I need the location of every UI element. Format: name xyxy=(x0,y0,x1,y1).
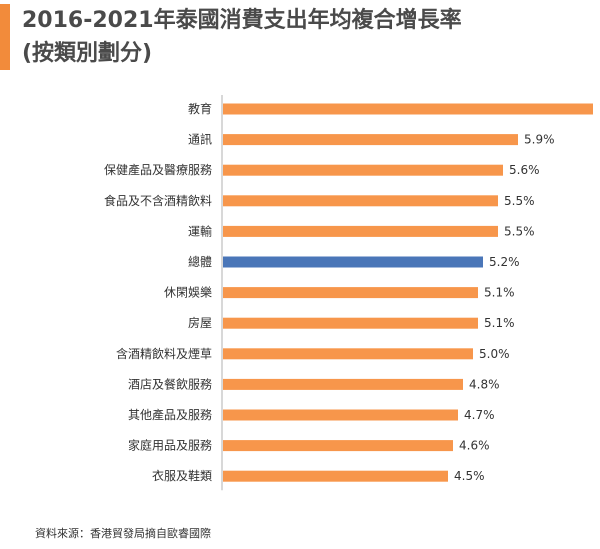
category-label: 教育 xyxy=(188,101,212,116)
bar xyxy=(223,409,458,421)
value-label: 5.0% xyxy=(479,347,510,361)
category-label: 食品及不含酒精飲料 xyxy=(104,193,212,208)
category-label: 家庭用品及服務 xyxy=(128,438,212,453)
bar-highlight xyxy=(223,256,483,268)
category-label: 衣服及鞋類 xyxy=(152,468,212,483)
chart-title: 2016-2021年泰國消費支出年均複合增長率 (按類別劃分) xyxy=(22,4,462,70)
value-label: 4.6% xyxy=(459,439,490,453)
category-label: 休閑娛樂 xyxy=(164,285,212,300)
category-label: 其他產品及服務 xyxy=(128,407,212,422)
bar xyxy=(223,103,593,115)
bar xyxy=(223,287,478,299)
value-label: 4.5% xyxy=(454,469,485,483)
bar xyxy=(223,470,448,482)
value-label: 5.2% xyxy=(489,255,520,269)
category-label: 含酒精飲料及煙草 xyxy=(116,346,212,361)
source-note: 資料來源：香港貿發局摘自歐睿國際 xyxy=(35,527,211,540)
chart-title-line2: (按類別劃分) xyxy=(22,41,153,66)
value-label: 4.7% xyxy=(464,408,495,422)
bar xyxy=(223,195,498,207)
chart-title-line1: 2016-2021年泰國消費支出年均複合增長率 xyxy=(22,8,462,33)
value-label: 5.6% xyxy=(509,163,540,177)
bar xyxy=(223,440,453,452)
value-label: 5.5% xyxy=(504,194,535,208)
bar xyxy=(223,348,473,360)
category-label: 酒店及餐飲服務 xyxy=(128,376,212,391)
value-label: 5.1% xyxy=(484,286,515,300)
bar xyxy=(223,164,503,176)
bar xyxy=(223,317,478,329)
value-label: 4.8% xyxy=(469,377,500,391)
category-label: 保健產品及醫療服務 xyxy=(104,162,212,177)
category-label: 房屋 xyxy=(188,315,212,330)
bar xyxy=(223,378,463,390)
value-label: 5.1% xyxy=(484,316,515,330)
bar xyxy=(223,134,518,146)
bar xyxy=(223,225,498,237)
value-label: 5.5% xyxy=(504,224,535,238)
bars-group: 教育7.4%通訊5.9%保健產品及醫療服務5.6%食品及不含酒精飲料5.5%運輸… xyxy=(104,101,600,483)
category-label: 總體 xyxy=(188,254,212,269)
category-label: 通訊 xyxy=(188,132,212,147)
category-label: 運輸 xyxy=(188,223,212,238)
value-label: 5.9% xyxy=(524,133,555,147)
title-accent-bar xyxy=(0,4,10,70)
